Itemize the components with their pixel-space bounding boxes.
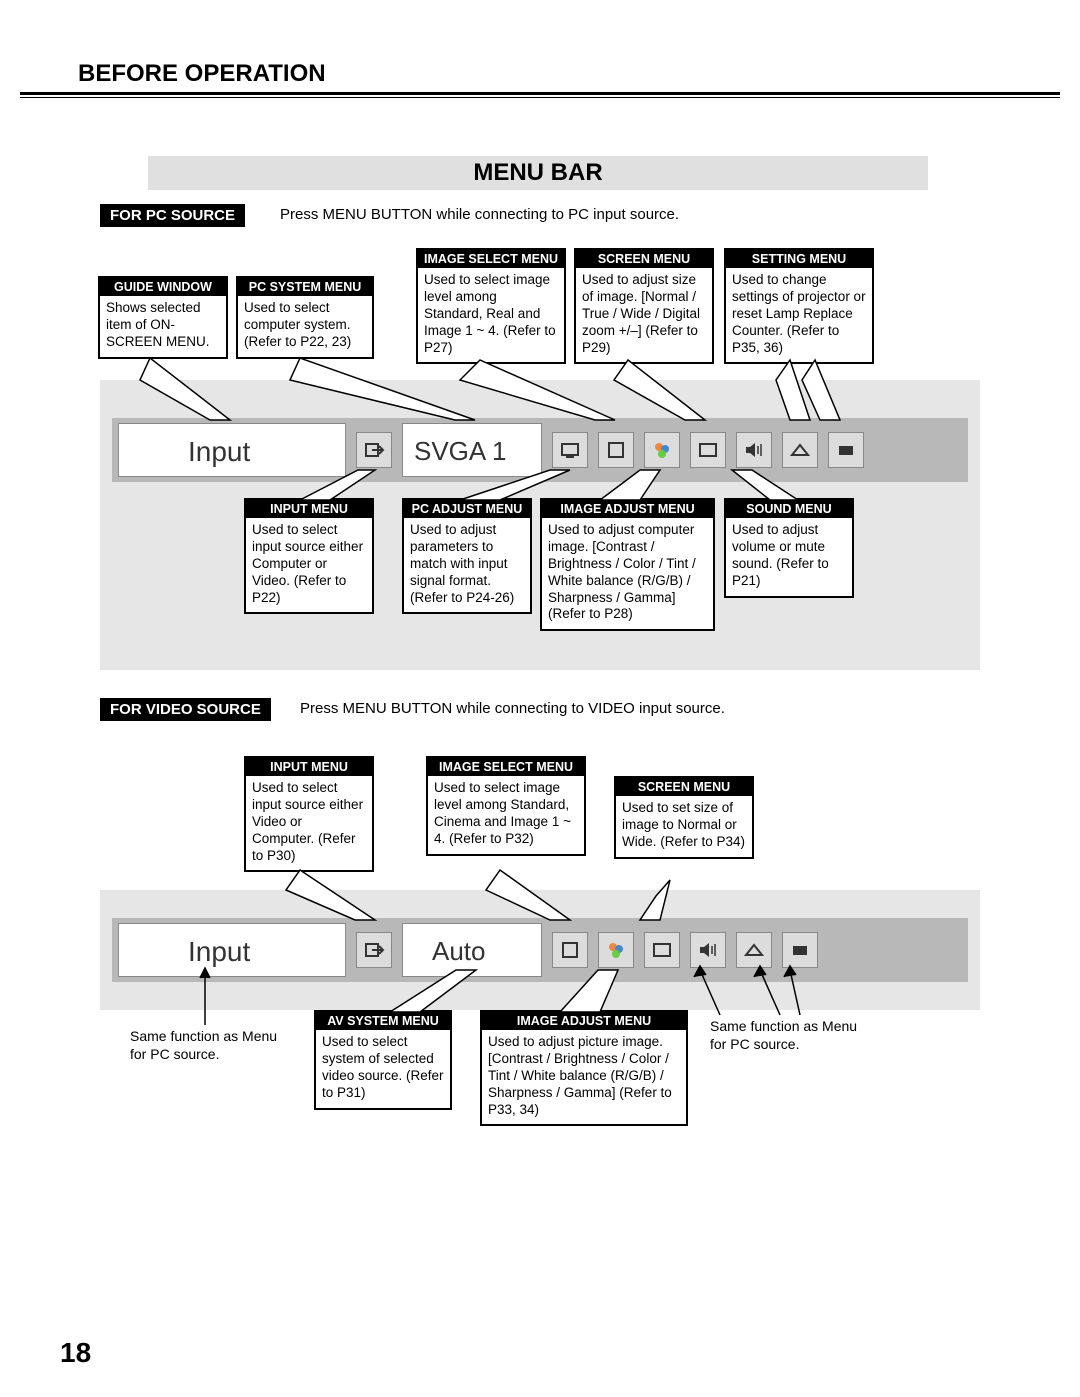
for-pc-source-label: FOR PC SOURCE (100, 204, 245, 227)
callout-title: AV SYSTEM MENU (316, 1012, 450, 1030)
callout-body: Used to select computer system. (Refer t… (238, 296, 372, 357)
section-title: MENU BAR (148, 156, 928, 190)
callout-body: Used to select input source either Video… (246, 776, 372, 870)
callout-pc-adjust: PC ADJUST MENU Used to adjust parameters… (402, 498, 532, 614)
callout-body: Used to set size of image to Normal or W… (616, 796, 752, 857)
video-menubar: Input Auto (112, 918, 968, 982)
callout-title: PC ADJUST MENU (404, 500, 530, 518)
setting-icon[interactable] (782, 432, 818, 468)
video-instruction: Press MENU BUTTON while connecting to VI… (300, 700, 725, 717)
input-icon[interactable] (356, 432, 392, 468)
callout-title: IMAGE SELECT MENU (428, 758, 584, 776)
callout-body: Used to change settings of projector or … (726, 268, 872, 362)
same-note-left: Same function as Menu for PC source. (130, 1028, 290, 1063)
callout-v-screen: SCREEN MENU Used to set size of image to… (614, 776, 754, 859)
guide-window-text: Input (188, 436, 250, 468)
callout-av-system: AV SYSTEM MENU Used to select system of … (314, 1010, 452, 1110)
callout-body: Used to adjust picture image. [Contrast … (482, 1030, 686, 1124)
system-text: SVGA 1 (414, 436, 507, 467)
callout-setting: SETTING MENU Used to change settings of … (724, 248, 874, 364)
callout-title: IMAGE ADJUST MENU (482, 1012, 686, 1030)
callout-title: INPUT MENU (246, 758, 372, 776)
callout-body: Used to adjust volume or mute sound. (Re… (726, 518, 852, 596)
callout-body: Used to select image level among Standar… (418, 268, 564, 362)
callout-pc-system: PC SYSTEM MENU Used to select computer s… (236, 276, 374, 359)
callout-body: Used to adjust computer image. [Contrast… (542, 518, 713, 629)
same-note-right: Same function as Menu for PC source. (710, 1018, 870, 1053)
callout-title: SCREEN MENU (616, 778, 752, 796)
callout-body: Used to adjust parameters to match with … (404, 518, 530, 612)
callout-v-input: INPUT MENU Used to select input source e… (244, 756, 374, 872)
v-image-adjust-icon[interactable] (598, 932, 634, 968)
for-video-source-label: FOR VIDEO SOURCE (100, 698, 271, 721)
callout-title: SOUND MENU (726, 500, 852, 518)
pc-menubar: Input SVGA 1 (112, 418, 968, 482)
callout-title: IMAGE SELECT MENU (418, 250, 564, 268)
v-extra-icon[interactable] (782, 932, 818, 968)
header-rule (20, 92, 1060, 98)
v-sound-icon[interactable] (690, 932, 726, 968)
callout-image-adjust: IMAGE ADJUST MENU Used to adjust compute… (540, 498, 715, 631)
callout-v-image-select: IMAGE SELECT MENU Used to select image l… (426, 756, 586, 856)
callout-body: Used to select image level among Standar… (428, 776, 584, 854)
extra-icon[interactable] (828, 432, 864, 468)
image-adjust-icon[interactable] (644, 432, 680, 468)
v-input-icon[interactable] (356, 932, 392, 968)
callout-body: Used to select input source either Compu… (246, 518, 372, 612)
page-header: BEFORE OPERATION (78, 60, 326, 88)
image-select-icon[interactable] (598, 432, 634, 468)
v-screen-icon[interactable] (644, 932, 680, 968)
callout-title: INPUT MENU (246, 500, 372, 518)
pc-instruction: Press MENU BUTTON while connecting to PC… (280, 206, 679, 223)
callout-screen: SCREEN MENU Used to adjust size of image… (574, 248, 714, 364)
video-panel: Input Auto (100, 890, 980, 1010)
v-setting-icon[interactable] (736, 932, 772, 968)
callout-title: SETTING MENU (726, 250, 872, 268)
callout-guide-window: GUIDE WINDOW Shows selected item of ON-S… (98, 276, 228, 359)
v-system-text: Auto (432, 936, 486, 967)
callout-image-select: IMAGE SELECT MENU Used to select image l… (416, 248, 566, 364)
callout-title: IMAGE ADJUST MENU (542, 500, 713, 518)
callout-title: PC SYSTEM MENU (238, 278, 372, 296)
callout-body: Used to select system of selected video … (316, 1030, 450, 1108)
callout-body: Shows selected item of ON-SCREEN MENU. (100, 296, 226, 357)
pc-adjust-icon[interactable] (552, 432, 588, 468)
callout-body: Used to adjust size of image. [Normal / … (576, 268, 712, 362)
screen-icon[interactable] (690, 432, 726, 468)
callout-sound: SOUND MENU Used to adjust volume or mute… (724, 498, 854, 598)
v-image-select-icon[interactable] (552, 932, 588, 968)
callout-title: SCREEN MENU (576, 250, 712, 268)
callout-v-image-adjust: IMAGE ADJUST MENU Used to adjust picture… (480, 1010, 688, 1126)
callout-title: GUIDE WINDOW (100, 278, 226, 296)
sound-icon[interactable] (736, 432, 772, 468)
v-guide-window-text: Input (188, 936, 250, 968)
page-number: 18 (60, 1337, 91, 1369)
callout-input: INPUT MENU Used to select input source e… (244, 498, 374, 614)
